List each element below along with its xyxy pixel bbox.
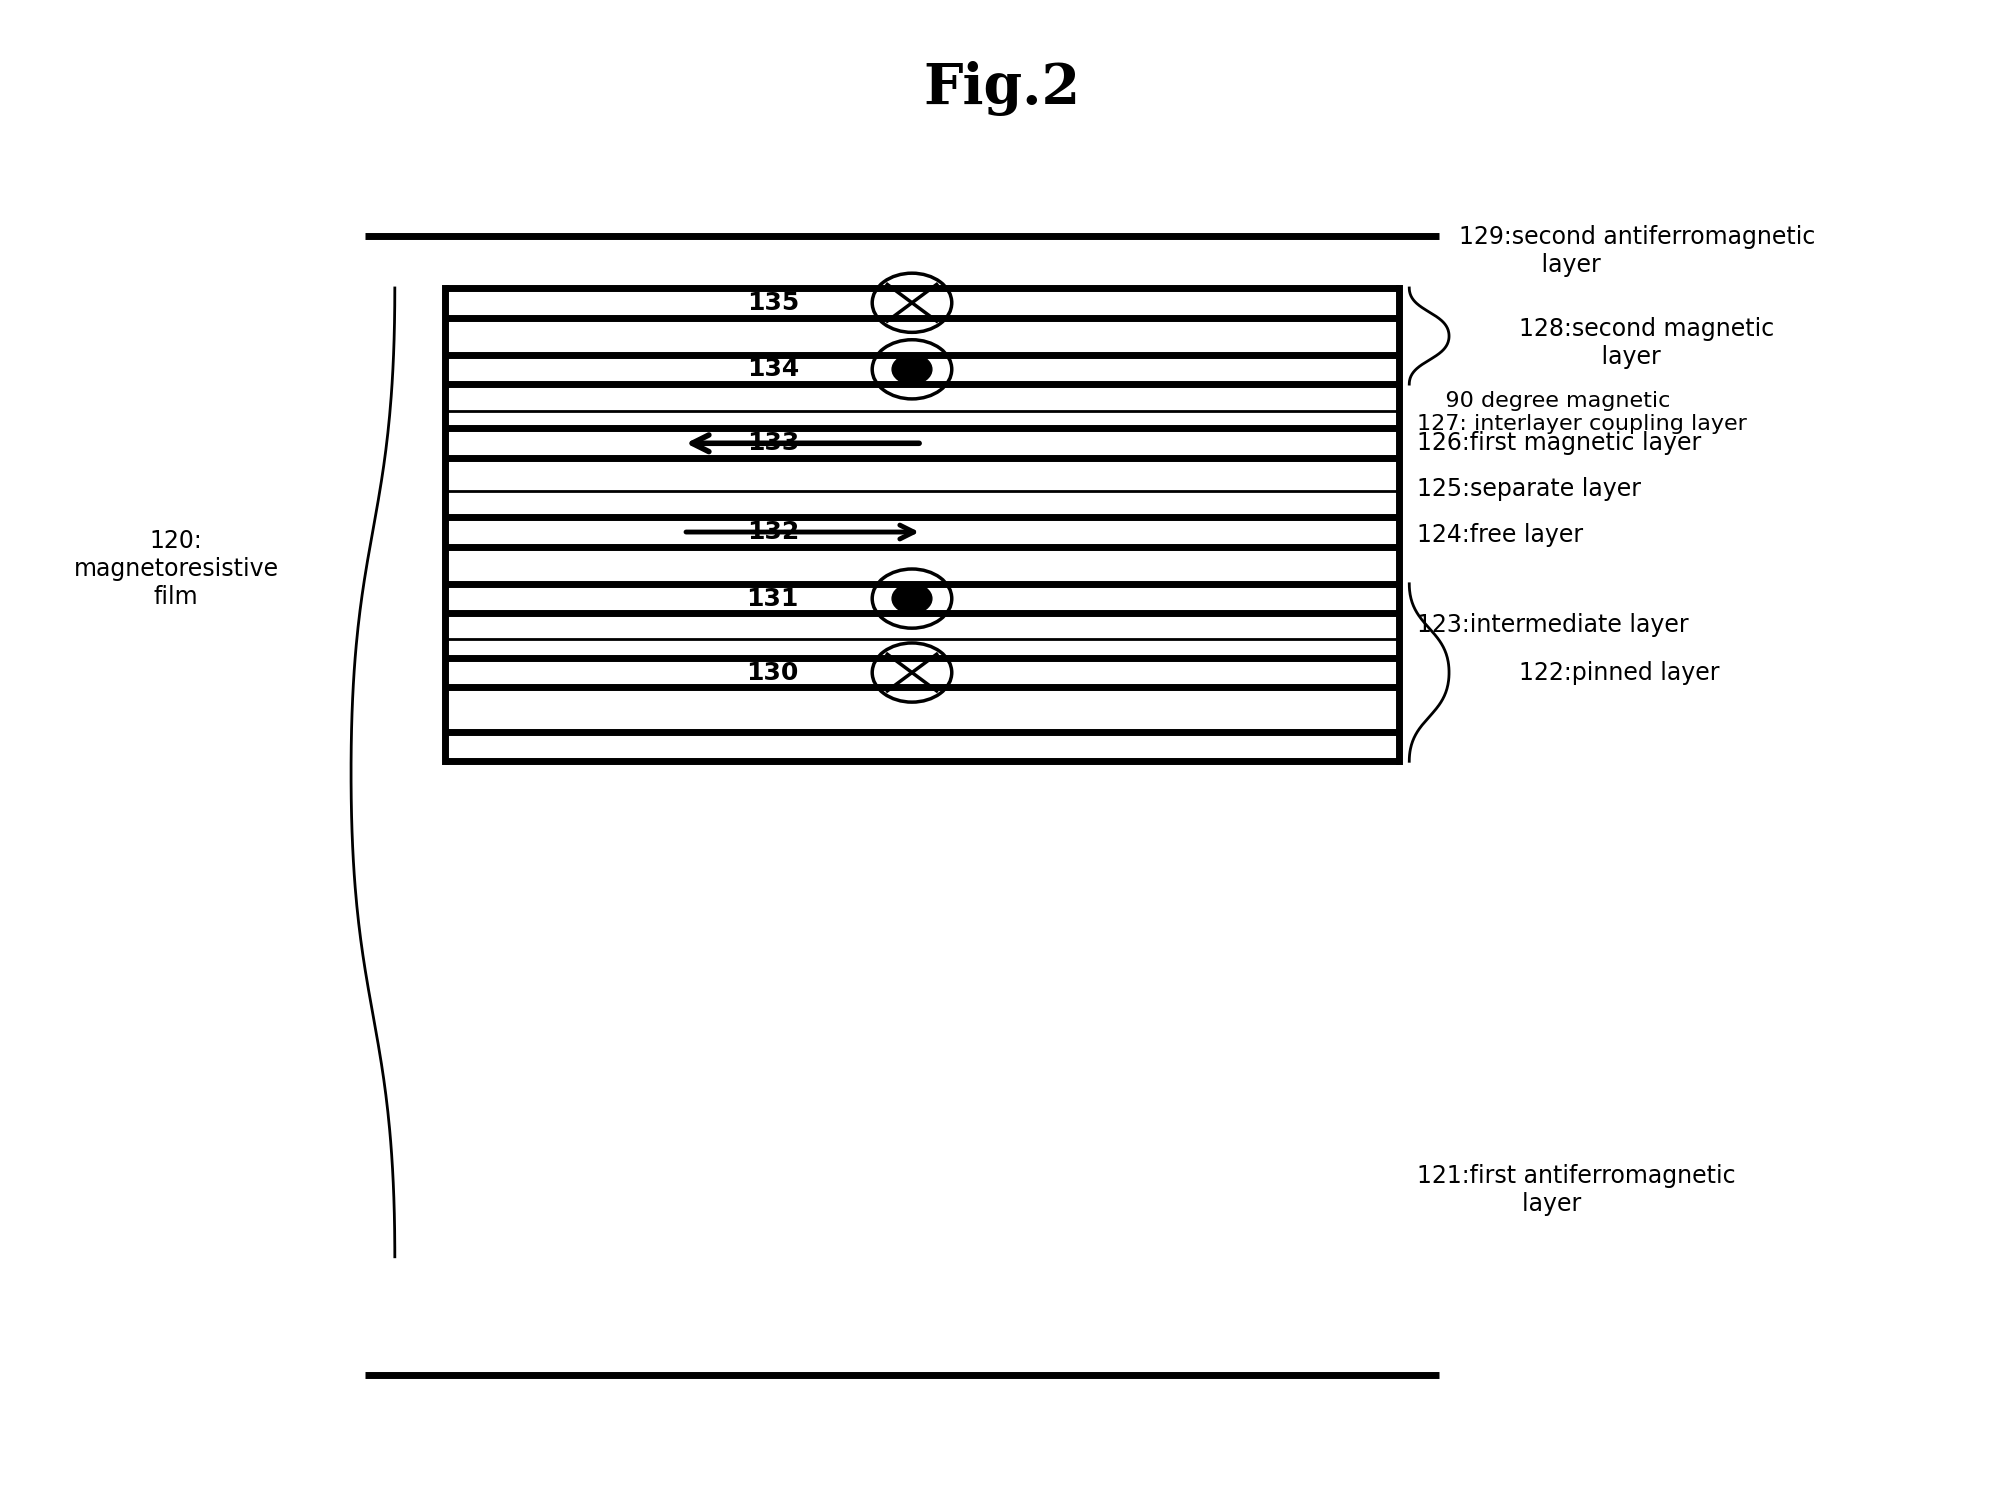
Text: 121:first antiferromagnetic
              layer: 121:first antiferromagnetic layer (1418, 1165, 1737, 1217)
Text: 125:separate layer: 125:separate layer (1418, 478, 1640, 502)
Circle shape (891, 584, 931, 614)
Text: 135: 135 (747, 291, 799, 315)
Text: 132: 132 (747, 520, 799, 543)
Text: 133: 133 (747, 431, 799, 455)
Text: 123:intermediate layer: 123:intermediate layer (1418, 614, 1689, 638)
Text: 128:second magnetic
           layer: 128:second magnetic layer (1518, 317, 1775, 369)
Text: 134: 134 (747, 357, 799, 381)
Text: 126:first magnetic layer: 126:first magnetic layer (1418, 431, 1701, 455)
Text: 120:
magnetoresistive
film: 120: magnetoresistive film (74, 529, 278, 609)
Text: 130: 130 (747, 660, 799, 685)
Text: 131: 131 (747, 587, 799, 611)
Circle shape (891, 354, 931, 384)
Text: 129:second antiferromagnetic
           layer: 129:second antiferromagnetic layer (1458, 225, 1815, 276)
Text: 90 degree magnetic
127: interlayer coupling layer: 90 degree magnetic 127: interlayer coupl… (1418, 391, 1747, 434)
Text: Fig.2: Fig.2 (923, 61, 1080, 116)
Text: 124:free layer: 124:free layer (1418, 523, 1582, 546)
Text: 122:pinned layer: 122:pinned layer (1518, 660, 1719, 685)
